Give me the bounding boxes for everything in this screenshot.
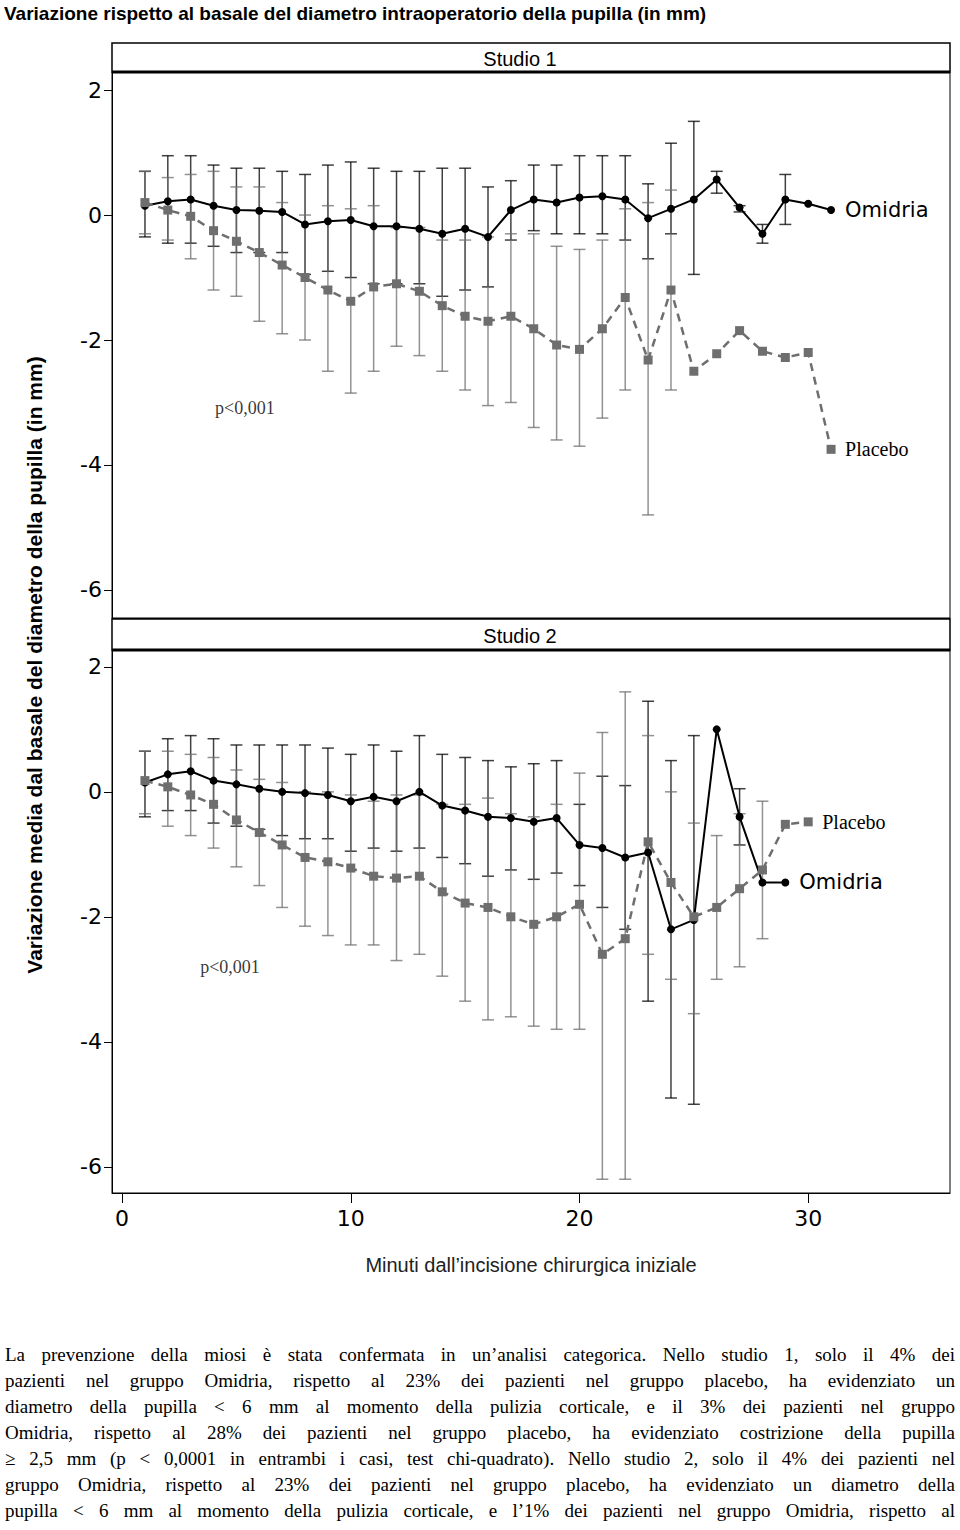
svg-text:p<0,001: p<0,001 <box>215 398 275 418</box>
svg-text:20: 20 <box>565 1206 593 1231</box>
html-text:gruppo Omidria, rispetto al 23: gruppo Omidria, rispetto al 23% dei pazi… <box>5 1474 955 1495</box>
svg-text:Studio 1: Studio 1 <box>483 48 556 70</box>
svg-text:10: 10 <box>337 1206 365 1231</box>
html-text:diametro della pupilla < 6 mm: diametro della pupilla < 6 mm al momento… <box>5 1396 955 1417</box>
svg-text:0: 0 <box>88 203 102 228</box>
svg-text:p<0,001: p<0,001 <box>200 957 260 977</box>
svg-text:2: 2 <box>88 78 102 103</box>
svg-text:Omidria: Omidria <box>799 870 883 894</box>
svg-text:Minuti dall’incisione chirurgi: Minuti dall’incisione chirurgica inizial… <box>365 1254 696 1276</box>
html-text:Variazione rispetto al basale: Variazione rispetto al basale del diamet… <box>4 3 707 24</box>
html-text:Omidria, rispetto al 28% dei p: Omidria, rispetto al 28% dei pazienti ne… <box>5 1422 955 1443</box>
svg-text:-2: -2 <box>80 904 102 929</box>
svg-text:0: 0 <box>88 779 102 804</box>
svg-text:Studio 2: Studio 2 <box>483 625 556 647</box>
svg-text:Placebo: Placebo <box>845 438 908 460</box>
svg-text:-6: -6 <box>80 577 102 602</box>
svg-text:-6: -6 <box>80 1154 102 1179</box>
svg-text:Placebo: Placebo <box>822 811 885 833</box>
svg-text:30: 30 <box>794 1206 822 1231</box>
html-text:≥ 2,5 mm (p < 0,0001 in entram: ≥ 2,5 mm (p < 0,0001 in entrambi i casi,… <box>5 1448 955 1469</box>
svg-text:0: 0 <box>115 1206 129 1231</box>
svg-text:-4: -4 <box>80 452 102 477</box>
svg-text:-4: -4 <box>80 1029 102 1054</box>
svg-text:2: 2 <box>88 654 102 679</box>
html-text:Variazione media dal basale de: Variazione media dal basale del diametro… <box>23 356 46 974</box>
html-text:La prevenzione della miosi è s: La prevenzione della miosi è stata confe… <box>5 1344 955 1365</box>
svg-text:Omidria: Omidria <box>845 198 929 222</box>
svg-text:-2: -2 <box>80 328 102 353</box>
html-text:pazienti nel gruppo Omidria, r: pazienti nel gruppo Omidria, rispetto al… <box>5 1370 955 1391</box>
html-text:pupilla < 6 mm al momento dell: pupilla < 6 mm al momento della pulizia … <box>5 1500 955 1521</box>
